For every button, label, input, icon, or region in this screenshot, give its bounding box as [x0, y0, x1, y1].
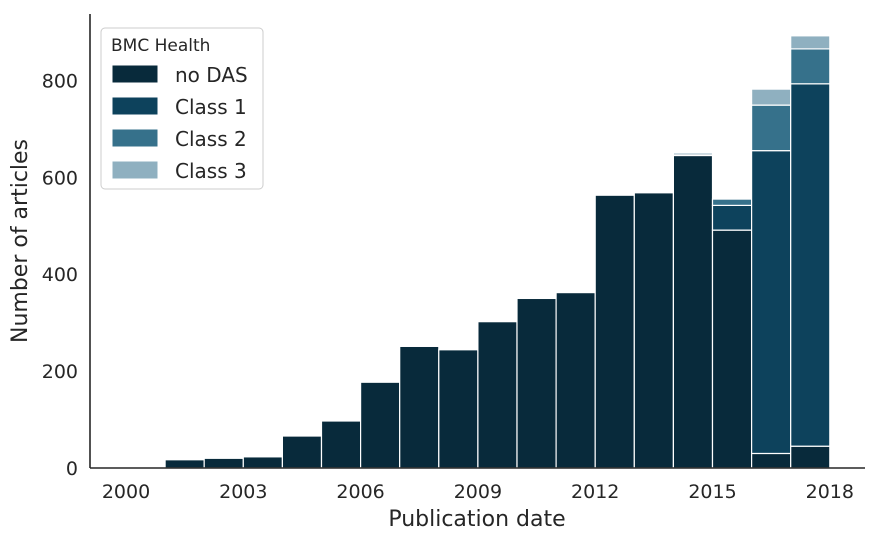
y-tick-label: 800 — [42, 70, 78, 92]
bar-segment-class-2 — [711, 198, 753, 207]
bar-segment-class-1 — [790, 83, 831, 447]
bar-segment-no-das — [164, 459, 205, 469]
legend-swatch-class-1 — [111, 96, 159, 116]
bar-segment-no-das — [399, 345, 440, 469]
y-tick-label: 600 — [42, 167, 78, 189]
bar-segment-class-3 — [790, 35, 831, 50]
y-tick-label: 0 — [66, 458, 78, 480]
legend-label: no DAS — [175, 63, 248, 87]
legend: BMC Health no DAS Class 1 Class 2 Class 3 — [100, 27, 264, 190]
bar-segment-class-2 — [672, 151, 714, 155]
bar-segment-no-das — [790, 445, 831, 469]
bar-segment-no-das — [438, 349, 479, 469]
bar-segment-no-das — [711, 229, 753, 469]
legend-items: no DAS Class 1 Class 2 Class 3 — [111, 63, 248, 183]
bar-segment-no-das — [633, 192, 674, 469]
x-tick-label: 2000 — [102, 481, 150, 503]
y-tick-label: 400 — [42, 264, 78, 286]
legend-swatch-no-das — [111, 64, 159, 84]
bar-segment-class-1 — [750, 150, 792, 455]
bar-segment-class-3 — [750, 88, 792, 106]
bar-segment-no-das — [281, 435, 323, 469]
x-axis-label: Publication date — [388, 507, 565, 532]
x-tick-label: 2003 — [219, 481, 267, 503]
axes-layer — [89, 14, 865, 469]
bar-segment-no-das — [360, 381, 401, 469]
bar-segment-no-das — [203, 457, 244, 469]
legend-swatch-class-3 — [111, 160, 159, 180]
bar-segment-no-das — [242, 456, 284, 469]
x-tick-label: 2012 — [571, 481, 619, 503]
bar-segment-class-1 — [711, 204, 753, 231]
legend-label: Class 1 — [175, 95, 247, 119]
ticks-layer: 2000 2003 2006 2009 2012 2015 2018 0 200 400 600 80… — [42, 70, 854, 503]
bar-segment-no-das — [477, 321, 518, 469]
x-tick-label: 2006 — [336, 481, 384, 503]
bar-segment-no-das — [672, 154, 714, 469]
bar-segment-no-das — [516, 297, 557, 469]
bar-segment-class-2 — [750, 104, 792, 152]
bars-layer — [164, 35, 831, 469]
bar-segment-no-das — [320, 420, 362, 469]
x-tick-label: 2009 — [454, 481, 502, 503]
x-tick-label: 2018 — [806, 481, 854, 503]
legend-title: BMC Health — [111, 36, 210, 56]
legend-swatch-class-2 — [111, 128, 159, 148]
bar-segment-no-das — [750, 452, 792, 469]
bar-segment-no-das — [594, 194, 635, 469]
legend-label: Class 2 — [175, 127, 247, 151]
y-axis-label: Number of articles — [8, 139, 33, 343]
x-tick-label: 2015 — [688, 481, 736, 503]
bar-segment-class-2 — [790, 48, 831, 85]
y-tick-label: 200 — [42, 361, 78, 383]
bar-segment-no-das — [555, 292, 596, 469]
legend-label: Class 3 — [175, 159, 247, 183]
